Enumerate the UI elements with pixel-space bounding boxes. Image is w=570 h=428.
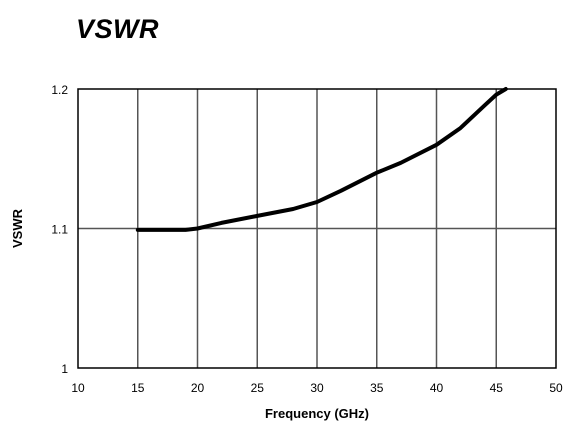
- y-axis-label: VSWR: [10, 208, 25, 248]
- x-tick-label: 40: [430, 381, 444, 395]
- x-tick-label: 25: [251, 381, 265, 395]
- plot-frame: [77, 88, 557, 369]
- x-tick-label: 35: [370, 381, 384, 395]
- x-axis-label: Frequency (GHz): [265, 406, 369, 421]
- x-tick-label: 45: [490, 381, 504, 395]
- x-tick-label: 20: [191, 381, 205, 395]
- tick-labels: 10 15 20 25 30 35 40 45 50 1 1.1 1.2: [51, 83, 563, 395]
- chart-title: VSWR: [76, 14, 159, 44]
- series-line-vswr: [135, 87, 508, 232]
- y-tick-label: 1.1: [51, 223, 68, 237]
- y-tick-label: 1: [61, 362, 68, 376]
- y-tick-label: 1.2: [51, 83, 68, 97]
- x-tick-label: 10: [71, 381, 85, 395]
- x-tick-label: 15: [131, 381, 145, 395]
- x-tick-label: 50: [549, 381, 563, 395]
- x-tick-label: 30: [310, 381, 324, 395]
